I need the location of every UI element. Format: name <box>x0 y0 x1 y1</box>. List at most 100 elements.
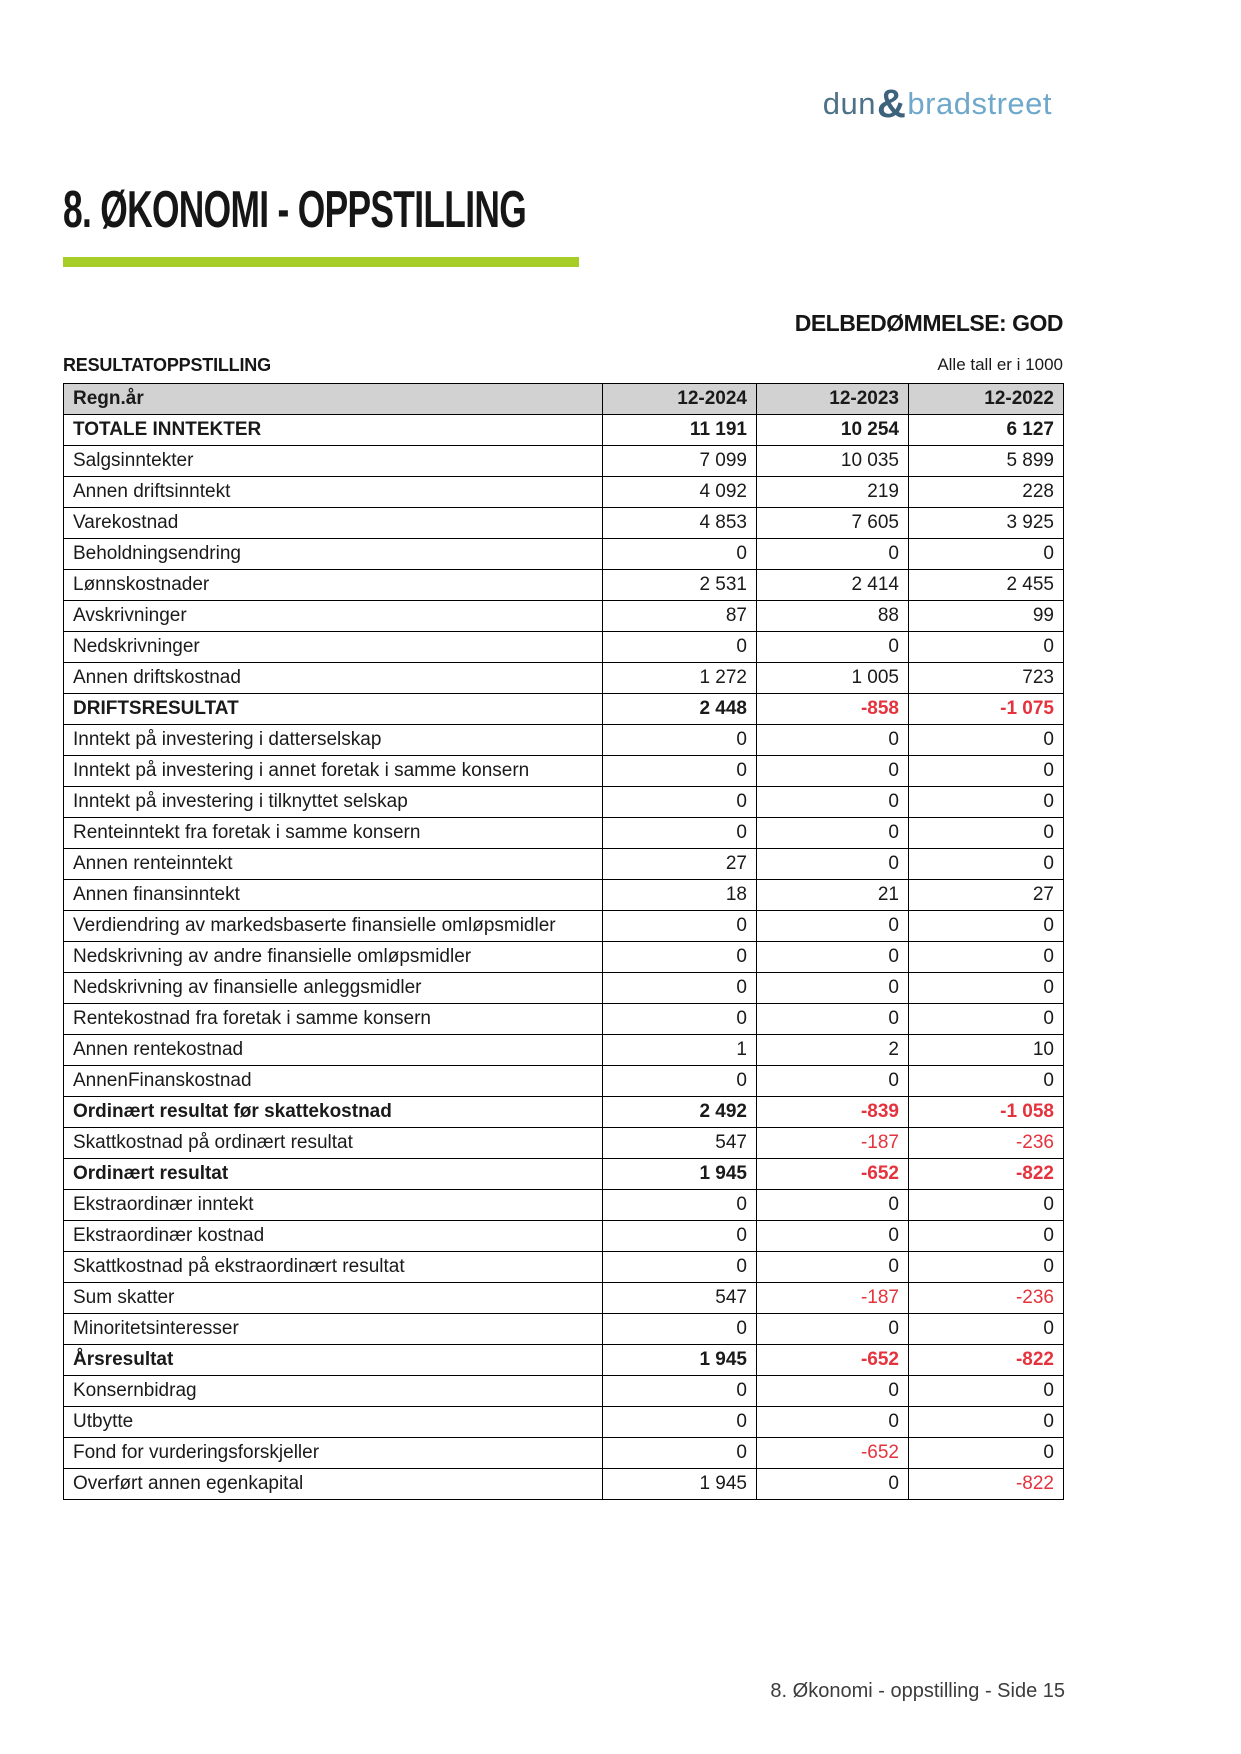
ampersand-icon: & <box>877 82 907 126</box>
row-label: Annen finansinntekt <box>63 879 603 911</box>
table-row: Beholdningsendring 0 0 0 <box>63 538 1064 570</box>
row-label: Annen driftskostnad <box>63 662 603 694</box>
row-value: 0 <box>602 972 757 1004</box>
row-value: 0 <box>908 724 1064 756</box>
row-value: 0 <box>756 631 909 663</box>
table-row: Annen rentekostnad 1 2 10 <box>63 1034 1064 1066</box>
row-value: 0 <box>756 1251 909 1283</box>
row-value: 87 <box>602 600 757 632</box>
row-label: Inntekt på investering i tilknyttet sels… <box>63 786 603 818</box>
dun-bradstreet-logo: dun&bradstreet <box>823 82 1052 127</box>
row-value: -652 <box>756 1344 909 1376</box>
page-footer: 8. Økonomi - oppstilling - Side 15 <box>770 1680 1065 1702</box>
row-label: Overført annen egenkapital <box>63 1468 603 1500</box>
row-value: 0 <box>908 1313 1064 1345</box>
row-value: -822 <box>908 1468 1064 1500</box>
table-row: Fond for vurderingsforskjeller 0 -652 0 <box>63 1437 1064 1469</box>
table-row: Nedskrivning av finansielle anleggsmidle… <box>63 972 1064 1004</box>
table-row: Inntekt på investering i tilknyttet sels… <box>63 786 1064 818</box>
row-value: 0 <box>908 1003 1064 1035</box>
row-value: 0 <box>756 1313 909 1345</box>
table-row: DRIFTSRESULTAT 2 448 -858 -1 075 <box>63 693 1064 725</box>
row-value: 2 492 <box>602 1096 757 1128</box>
row-value: 0 <box>908 941 1064 973</box>
table-row: Konsernbidrag 0 0 0 <box>63 1375 1064 1407</box>
row-value: 0 <box>908 631 1064 663</box>
row-value: 547 <box>602 1127 757 1159</box>
row-value: 2 531 <box>602 569 757 601</box>
row-label: Rentekostnad fra foretak i samme konsern <box>63 1003 603 1035</box>
row-value: 0 <box>756 1375 909 1407</box>
row-value: 1 945 <box>602 1158 757 1190</box>
row-value: 0 <box>908 1065 1064 1097</box>
table-row: Nedskrivning av andre finansielle omløps… <box>63 941 1064 973</box>
row-label: Inntekt på investering i annet foretak i… <box>63 755 603 787</box>
table-row: Årsresultat 1 945 -652 -822 <box>63 1344 1064 1376</box>
table-row: Skattkostnad på ordinært resultat 547 -187… <box>63 1127 1064 1159</box>
row-value: -236 <box>908 1127 1064 1159</box>
row-value: 0 <box>602 1313 757 1345</box>
row-value: 0 <box>602 1437 757 1469</box>
row-value: 21 <box>756 879 909 911</box>
row-label: Annen rentekostnad <box>63 1034 603 1066</box>
row-value: 11 191 <box>602 414 757 446</box>
row-value: 0 <box>908 1437 1064 1469</box>
section-title: RESULTATOPPSTILLING <box>63 355 271 375</box>
table-row: Ordinært resultat 1 945 -652 -822 <box>63 1158 1064 1190</box>
table-row: Rentekostnad fra foretak i samme konsern… <box>63 1003 1064 1035</box>
header-cell-regnaar: Regn.år <box>63 383 603 415</box>
row-label: Fond for vurderingsforskjeller <box>63 1437 603 1469</box>
row-label: Lønnskostnader <box>63 569 603 601</box>
row-value: 0 <box>602 755 757 787</box>
row-label: Ordinært resultat før skattekostnad <box>63 1096 603 1128</box>
row-label: Ordinært resultat <box>63 1158 603 1190</box>
table-row: Minoritetsinteresser 0 0 0 <box>63 1313 1064 1345</box>
row-value: 0 <box>908 848 1064 880</box>
row-value: 2 <box>756 1034 909 1066</box>
row-value: 1 005 <box>756 662 909 694</box>
row-label: Verdiendring av markedsbaserte finansiel… <box>63 910 603 942</box>
row-value: 7 605 <box>756 507 909 539</box>
row-value: 0 <box>602 1189 757 1221</box>
table-row: Ordinært resultat før skattekostnad 2 492… <box>63 1096 1064 1128</box>
row-value: -187 <box>756 1282 909 1314</box>
row-value: 0 <box>908 1251 1064 1283</box>
row-value: 27 <box>602 848 757 880</box>
row-label: Avskrivninger <box>63 600 603 632</box>
units-note: Alle tall er i 1000 <box>937 355 1063 374</box>
row-label: Inntekt på investering i datterselskap <box>63 724 603 756</box>
row-value: 0 <box>908 538 1064 570</box>
table-row: Varekostnad 4 853 7 605 3 925 <box>63 507 1064 539</box>
row-value: 27 <box>908 879 1064 911</box>
row-value: 6 127 <box>908 414 1064 446</box>
row-value: -822 <box>908 1158 1064 1190</box>
row-value: 0 <box>756 755 909 787</box>
row-label: Varekostnad <box>63 507 603 539</box>
row-value: 0 <box>602 817 757 849</box>
row-label: Nedskrivning av andre finansielle omløps… <box>63 941 603 973</box>
row-value: 0 <box>756 1406 909 1438</box>
row-value: 2 414 <box>756 569 909 601</box>
row-value: 0 <box>602 538 757 570</box>
row-value: 0 <box>756 786 909 818</box>
row-label: DRIFTSRESULTAT <box>63 693 603 725</box>
row-label: TOTALE INNTEKTER <box>63 414 603 446</box>
row-value: 1 <box>602 1034 757 1066</box>
row-value: 0 <box>908 910 1064 942</box>
row-value: 0 <box>602 631 757 663</box>
table-row: Annen driftsinntekt 4 092 219 228 <box>63 476 1064 508</box>
row-value: -652 <box>756 1437 909 1469</box>
table-row: Annen driftskostnad 1 272 1 005 723 <box>63 662 1064 694</box>
table-row: AnnenFinanskostnad 0 0 0 <box>63 1065 1064 1097</box>
row-label: Nedskrivninger <box>63 631 603 663</box>
row-value: 0 <box>908 1375 1064 1407</box>
row-value: 0 <box>602 1375 757 1407</box>
row-value: 0 <box>756 538 909 570</box>
row-value: 228 <box>908 476 1064 508</box>
row-label: Ekstraordinær kostnad <box>63 1220 603 1252</box>
row-label: Ekstraordinær inntekt <box>63 1189 603 1221</box>
table-row: Annen renteinntekt 27 0 0 <box>63 848 1064 880</box>
table-row: Skattkostnad på ekstraordinært resultat 0… <box>63 1251 1064 1283</box>
row-value: 723 <box>908 662 1064 694</box>
row-value: 0 <box>756 1220 909 1252</box>
